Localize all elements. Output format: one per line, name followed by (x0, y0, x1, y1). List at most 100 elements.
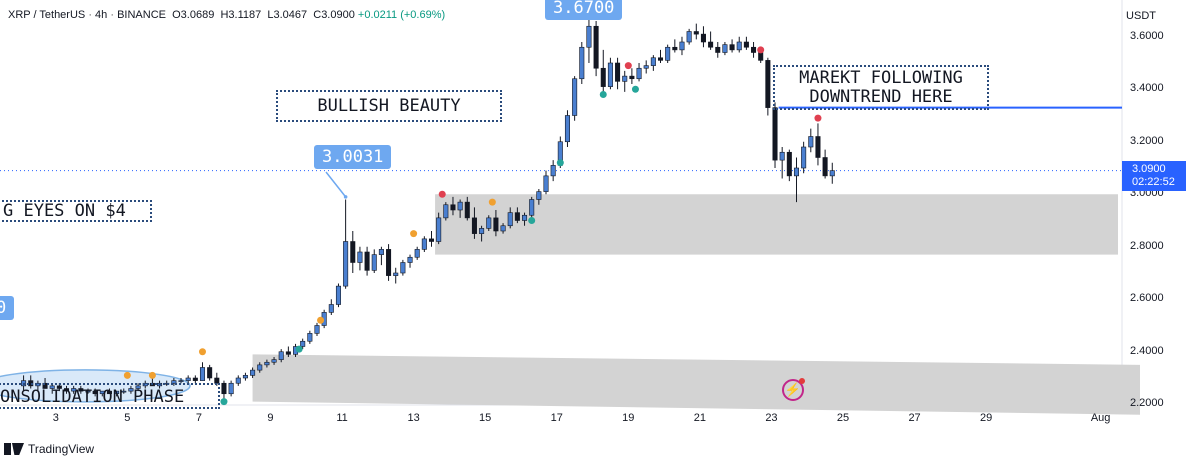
candle-body (63, 388, 70, 392)
time-tick-label: 17 (550, 412, 563, 424)
candle-body (250, 369, 256, 376)
candle-body (829, 170, 835, 177)
note-eyes-text: G EYES ON $4 (3, 201, 126, 221)
signal-marker-teal (295, 345, 303, 353)
candle-body (99, 390, 105, 395)
candle-body (114, 390, 120, 395)
time-tick-label: Aug (1090, 412, 1111, 424)
note-bullish-beauty[interactable]: BULLISH BEAUTY (276, 90, 502, 122)
candle-body (71, 388, 77, 392)
time-tick-label: 9 (267, 412, 274, 424)
exchange-label: BINANCE (117, 9, 166, 21)
candle-body (92, 390, 98, 395)
candle-body (207, 367, 213, 379)
signal-marker-teal (528, 217, 536, 224)
candle-body (693, 31, 699, 35)
header-separator: · (88, 9, 92, 21)
lightning-icon[interactable]: ⚡ (782, 378, 805, 401)
candle-body (657, 57, 664, 61)
candle-body (822, 157, 828, 177)
candle-body (85, 390, 91, 393)
time-tick-label: 19 (622, 412, 635, 424)
candle-body (600, 67, 606, 87)
ohlc-close: C3.0900 (313, 9, 355, 21)
candle-body (700, 33, 706, 43)
callout-3-0031[interactable]: 3.0031 (314, 145, 392, 169)
candle-body (751, 46, 757, 53)
candle-body (128, 388, 134, 392)
time-tick-label: 25 (836, 412, 850, 424)
candle-body (686, 31, 692, 43)
candle-body (650, 57, 656, 66)
candle-body (414, 249, 420, 258)
price-tick-label: 3.2000 (1130, 134, 1164, 147)
signal-marker-orange (148, 371, 156, 379)
bar-countdown: 02:22:52 (1132, 176, 1175, 188)
price-change: +0.0211 (+0.69%) (357, 9, 446, 21)
callout-3-6700[interactable]: 3.6700 (545, 0, 623, 20)
signal-marker-orange (198, 348, 206, 356)
candle-body (722, 44, 728, 53)
callout-3-0031-pointer (325, 171, 347, 198)
callout-3-0031-anchor (343, 195, 348, 199)
consolidation-ellipse (0, 369, 191, 403)
callout-left-edge[interactable]: 0 (0, 296, 15, 320)
candle-body (464, 201, 470, 219)
candle-body (106, 390, 112, 395)
candle-body (421, 238, 427, 250)
candle-body (736, 41, 742, 51)
candle-body (550, 165, 556, 177)
candle-body (493, 217, 499, 232)
candle-body (772, 107, 778, 161)
signal-marker-red (757, 46, 765, 54)
ohlc-high: H3.1187 (220, 9, 262, 21)
note-bullish-text: BULLISH BEAUTY (317, 96, 461, 116)
symbol-name[interactable]: XRP / TetherUS (8, 9, 86, 21)
candle-body (386, 249, 392, 276)
signal-marker-orange (123, 371, 131, 379)
candle-body (278, 351, 284, 360)
candle-body (178, 380, 184, 382)
candle-body (121, 390, 127, 393)
candle-body (443, 204, 449, 219)
tradingview-logo-icon (4, 443, 24, 455)
candle-body (522, 214, 528, 221)
time-tick-label: 5 (124, 412, 131, 424)
candle-body (665, 46, 671, 61)
candle-body (407, 256, 413, 263)
candle-body (801, 146, 807, 169)
candle-body (679, 41, 685, 51)
candle-body (779, 151, 785, 161)
note-downtrend[interactable]: MAREKT FOLLOWING DOWNTREND HERE (773, 65, 989, 110)
candle-body (708, 41, 714, 48)
candle-body (593, 25, 599, 69)
header-separator: · (110, 9, 115, 21)
price-tick-label: 2.8000 (1130, 239, 1164, 252)
candle-body (815, 136, 821, 158)
tradingview-branding[interactable]: TradingView (4, 442, 94, 456)
interval-label[interactable]: 4h (95, 9, 108, 21)
candle-body (328, 304, 334, 313)
candle-body (471, 217, 477, 234)
signal-marker-red (438, 190, 446, 198)
note-downtrend-line1: MAREKT FOLLOWING (799, 68, 963, 88)
candle-body (400, 262, 406, 274)
candle-body (350, 241, 356, 263)
candle-body (436, 217, 442, 242)
candle-body (729, 44, 735, 51)
candle-body (536, 191, 542, 200)
candle-body (786, 151, 792, 177)
candle-body (343, 241, 349, 287)
candle-body (192, 377, 198, 381)
currency-button[interactable]: USDT (1126, 10, 1156, 22)
candle-body (765, 60, 771, 108)
signal-marker-teal (220, 398, 228, 406)
candle-body (793, 167, 800, 177)
candle-body (314, 325, 320, 334)
candle-body (758, 52, 764, 61)
note-consolidation[interactable]: ONSOLIDATION PHASE (0, 383, 220, 409)
symbol-header: XRP / TetherUS · 4h · BINANCE O3.0689 H3… (8, 9, 445, 21)
note-eyes-on-4[interactable]: G EYES ON $4 (0, 200, 152, 222)
candle-body (371, 254, 377, 271)
